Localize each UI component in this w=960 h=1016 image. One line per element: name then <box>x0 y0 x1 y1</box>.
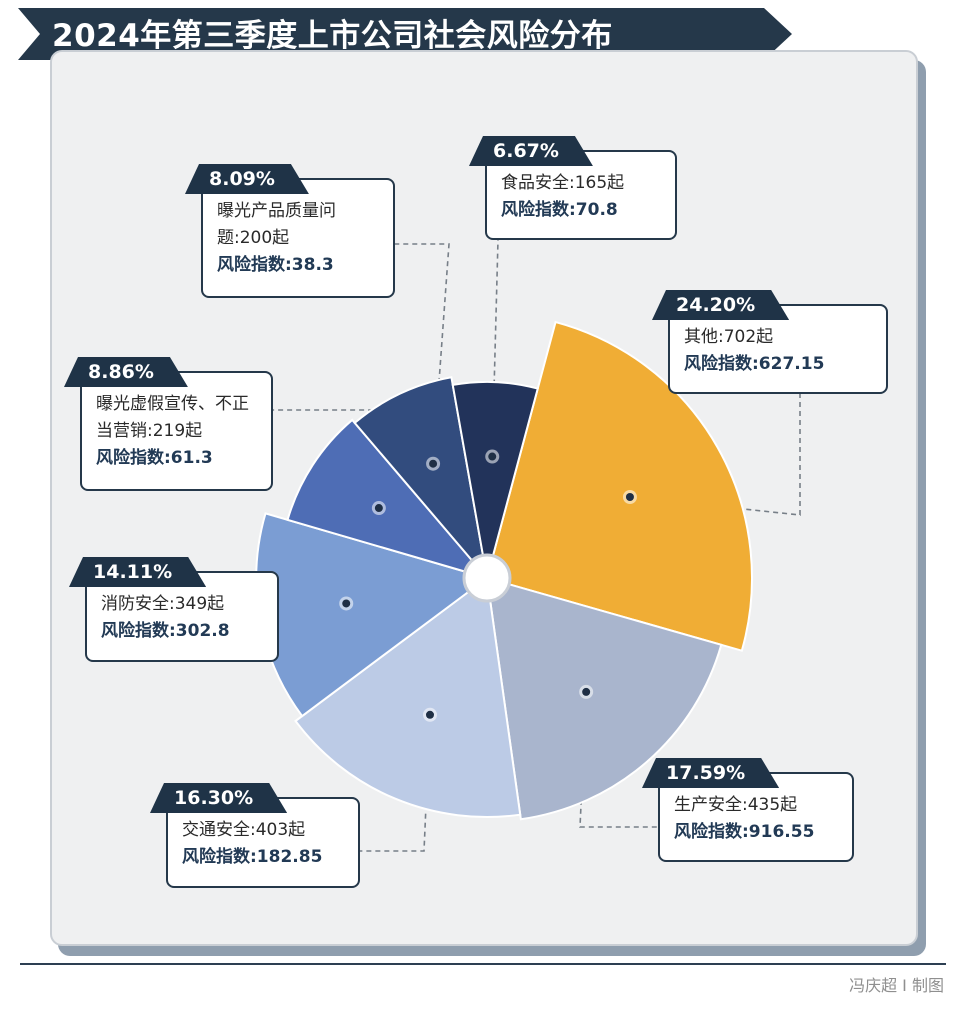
slice-percent-tab: 17.59% <box>642 758 779 788</box>
slice-percent-tab: 16.30% <box>150 783 287 813</box>
slice-label-card: 8.09% 曝光产品质量问题:200起 风险指数:38.3 <box>201 178 395 298</box>
rose-slice <box>286 418 490 580</box>
slice-percent-tab: 24.20% <box>652 290 789 320</box>
slice-name-count: 生产安全:435起 <box>674 795 798 815</box>
leader-line <box>273 409 384 509</box>
slice-risk-index: 风险指数:302.8 <box>101 621 230 641</box>
slice-risk-index: 风险指数:70.8 <box>501 200 618 220</box>
slice-label-card: 17.59% 生产安全:435起 风险指数:916.55 <box>658 772 854 862</box>
slice-name-count: 食品安全:165起 <box>501 173 625 193</box>
center-hole <box>462 553 512 603</box>
slice-name-count: 曝光虚假宣传、不正当营销:219起 <box>96 394 249 441</box>
slice-label-card: 16.30% 交通安全:403起 风险指数:182.85 <box>166 797 360 888</box>
rose-slice <box>353 376 489 582</box>
slice-label-card: 24.20% 其他:702起 风险指数:627.15 <box>668 304 888 394</box>
slice-marker <box>488 452 497 461</box>
slice-percent-tab: 8.09% <box>185 164 309 194</box>
slice-label-card: 6.67% 食品安全:165起 风险指数:70.8 <box>485 150 677 240</box>
slice-risk-index: 风险指数:61.3 <box>96 448 213 468</box>
slice-name-count: 其他:702起 <box>684 327 774 347</box>
page-title: 2024年第三季度上市公司社会风险分布 <box>52 18 613 54</box>
slice-marker <box>374 504 383 513</box>
rose-slice <box>485 320 753 652</box>
title-banner <box>18 8 792 60</box>
slice-risk-index: 风险指数:38.3 <box>217 255 334 275</box>
rose-slice <box>294 576 522 818</box>
slice-percent-tab: 8.86% <box>64 357 188 387</box>
rose-slice <box>485 576 723 821</box>
slice-risk-index: 风险指数:916.55 <box>674 822 815 842</box>
rose-slice <box>451 380 539 579</box>
slice-marker <box>342 599 351 608</box>
slice-marker <box>425 710 434 719</box>
slice-label-card: 14.11% 消防安全:349起 风险指数:302.8 <box>85 571 279 662</box>
slice-marker <box>625 492 634 501</box>
footer-divider <box>20 963 946 965</box>
slice-name-count: 交通安全:403起 <box>182 820 306 840</box>
slice-marker <box>582 687 591 696</box>
slice-marker <box>429 459 438 468</box>
slice-risk-index: 风险指数:182.85 <box>182 847 323 867</box>
slice-name-count: 消防安全:349起 <box>101 594 225 614</box>
slice-name-count: 曝光产品质量问题:200起 <box>217 201 336 248</box>
slice-risk-index: 风险指数:627.15 <box>684 354 825 374</box>
slice-percent-tab: 6.67% <box>469 136 593 166</box>
slice-percent-tab: 14.11% <box>69 557 206 587</box>
credit-text: 冯庆超 I 制图 <box>849 976 944 995</box>
slice-label-card: 8.86% 曝光虚假宣传、不正当营销:219起 风险指数:61.3 <box>80 371 273 491</box>
